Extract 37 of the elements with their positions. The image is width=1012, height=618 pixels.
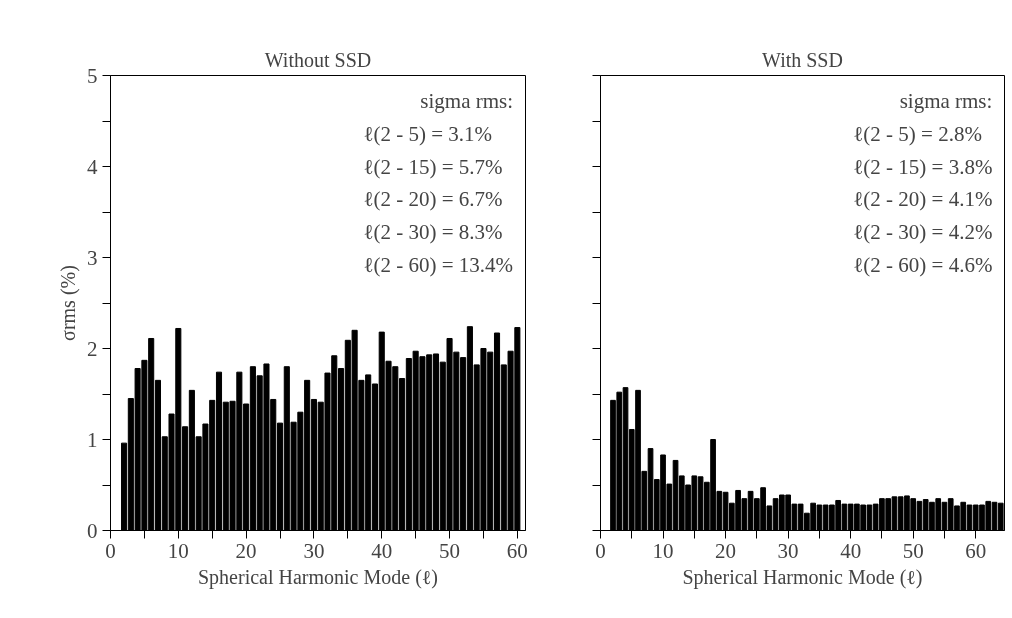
annotation: sigma rms:: [899, 89, 993, 114]
annotation: ℓ(2 - 20) = 6.7%: [363, 187, 503, 212]
x-axis-title: Spherical Harmonic Mode (ℓ): [197, 565, 439, 589]
annotation: ℓ(2 - 5) = 3.1%: [363, 121, 493, 146]
x-tick-label: 10: [652, 538, 674, 563]
annotation: sigma rms:: [420, 89, 514, 114]
annotation: ℓ(2 - 5) = 2.8%: [853, 121, 982, 146]
x-tick-label: 60: [506, 538, 528, 563]
y-tick-label: 4: [87, 154, 98, 179]
annotation: ℓ(2 - 30) = 4.2%: [853, 220, 993, 245]
x-tick-label: 20: [715, 538, 737, 563]
x-tick-label: 0: [105, 538, 116, 563]
x-tick-label: 40: [840, 538, 862, 563]
y-tick-label: 1: [87, 427, 98, 452]
x-tick-label: 10: [167, 538, 189, 563]
y-tick-label: 3: [87, 245, 98, 270]
y-tick-label: 5: [87, 63, 98, 88]
x-tick-label: 40: [371, 538, 393, 563]
y-tick-label: 2: [87, 336, 98, 361]
x-tick-label: 50: [902, 538, 924, 563]
x-tick-label: 30: [777, 538, 799, 563]
annotation: ℓ(2 - 60) = 13.4%: [363, 252, 514, 277]
y-axis-title: σrms (%): [57, 265, 80, 341]
annotation: ℓ(2 - 15) = 3.8%: [853, 154, 993, 179]
x-tick-label: 30: [303, 538, 325, 563]
y-tick-label: 0: [87, 518, 98, 543]
chart-title: With SSD: [762, 48, 843, 71]
annotation: ℓ(2 - 20) = 4.1%: [853, 187, 993, 212]
annotation: ℓ(2 - 60) = 4.6%: [853, 252, 993, 277]
chart-title: Without SSD: [264, 48, 372, 71]
x-tick-label: 20: [235, 538, 257, 563]
x-tick-label: 50: [439, 538, 461, 563]
annotation: ℓ(2 - 30) = 8.3%: [363, 220, 503, 245]
x-axis-title: Spherical Harmonic Mode (ℓ): [682, 565, 923, 589]
x-tick-label: 60: [965, 538, 987, 563]
x-tick-label: 0: [595, 538, 606, 563]
annotation: ℓ(2 - 15) = 5.7%: [363, 154, 503, 179]
